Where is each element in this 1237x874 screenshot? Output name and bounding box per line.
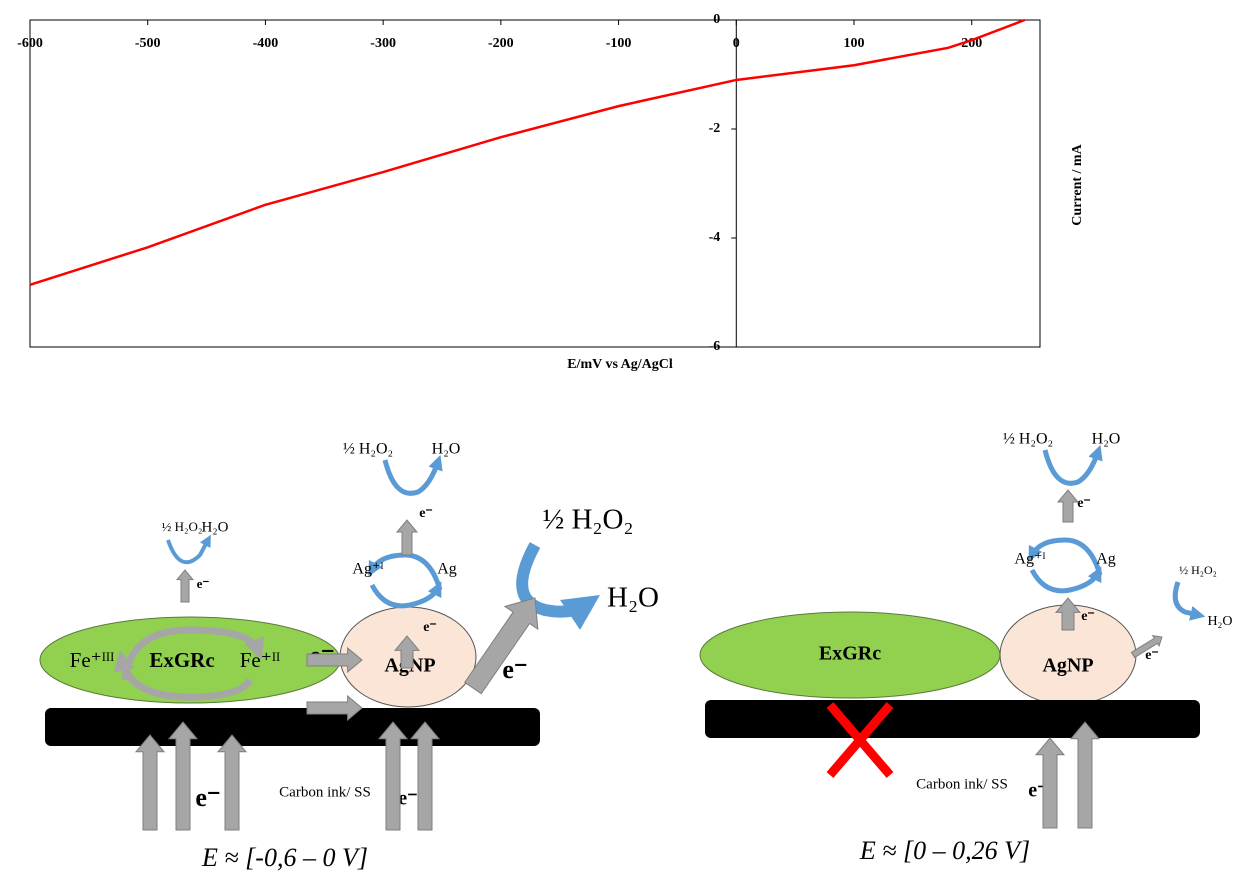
y-tick-label: -4 <box>709 230 721 245</box>
label: e⁻ <box>1077 496 1091 511</box>
label: Fe⁺ᴵᴵ <box>240 648 280 672</box>
x-tick-label: 200 <box>961 36 982 51</box>
cycle-arrow <box>1029 566 1102 594</box>
label: Ag <box>1096 551 1116 568</box>
label: e⁻ <box>1081 609 1095 624</box>
flow-arrow <box>409 721 441 831</box>
y-tick-label: -6 <box>709 339 721 354</box>
flow-arrow <box>1069 721 1101 829</box>
label: ½ H₂O₂ <box>1003 431 1053 448</box>
label: H₂O <box>1207 614 1232 629</box>
label: e⁻ <box>1145 648 1159 663</box>
flow-arrow <box>1034 737 1066 829</box>
flow-arrow <box>377 721 409 831</box>
flow-arrow <box>1130 635 1163 659</box>
reaction-arrow <box>1042 444 1103 486</box>
flow-arrow <box>134 734 166 831</box>
label: Fe⁺ᴵᴵᴵ <box>70 648 115 672</box>
label: H₂O <box>1092 431 1121 448</box>
caption: E ≈ [0 – 0,26 V] <box>859 836 1030 865</box>
flow-arrow <box>306 646 363 674</box>
flow-arrow <box>167 721 199 831</box>
label: Carbon ink/ SS <box>279 784 371 800</box>
x-tick-label: -500 <box>135 36 161 51</box>
y-tick-label: -2 <box>709 121 721 136</box>
label: e⁻ <box>419 506 433 521</box>
label: H₂O <box>607 582 659 614</box>
diagram-right: ½ H₂O₂ H₂O e⁻ Ag⁺ᴵ Ag e⁻ AgNP ExGRc ½ H₂… <box>699 431 1233 865</box>
electrode <box>705 700 1200 738</box>
reaction-arrow <box>166 534 211 565</box>
cycle-arrow <box>369 581 442 609</box>
plot-frame <box>29 19 1041 348</box>
label: H₂O <box>432 441 461 458</box>
label: e⁻ <box>502 655 527 684</box>
x-tick-label: 100 <box>844 36 865 51</box>
label: AgNP <box>1042 655 1093 677</box>
label: Ag⁺ᴵ <box>352 561 383 578</box>
reaction-arrow <box>516 542 600 630</box>
flow-arrow <box>395 519 419 556</box>
flow-arrow <box>216 734 248 831</box>
x-axis-title: E/mV vs Ag/AgCl <box>567 357 673 372</box>
flow-arrow <box>464 597 539 695</box>
chart: E/mV vs Ag/AgCl Current / mA -600 -500 -40… <box>17 12 1085 372</box>
label: Carbon ink/ SS <box>916 776 1008 792</box>
flow-arrow <box>1054 597 1082 631</box>
y-tick-label: 0 <box>713 12 720 27</box>
label: ExGRc <box>819 643 881 665</box>
label: H₂O <box>202 519 229 535</box>
flow-arrow <box>306 694 363 722</box>
diagram-left: ½ H₂O₂ H₂O e⁻ Fe⁺ᴵᴵᴵ ExGRc Fe⁺ᴵᴵ e⁻ AgNP… <box>39 441 659 872</box>
flow-arrow <box>175 569 195 603</box>
x-tick-label: -600 <box>17 36 43 51</box>
label: e⁻ <box>197 576 210 591</box>
x-tick-label: -400 <box>253 36 279 51</box>
label: Ag⁺ᴵ <box>1014 551 1045 568</box>
flow-arrow <box>1056 489 1080 523</box>
electrode <box>45 708 540 746</box>
y-axis-title: Current / mA <box>1070 143 1085 225</box>
cycle-arrow <box>113 649 254 701</box>
cycle-arrow <box>1028 537 1103 576</box>
x-tick-label: -300 <box>370 36 396 51</box>
label: e⁻ <box>398 788 417 810</box>
x-tick-label: 0 <box>733 36 740 51</box>
label: Ag <box>437 561 457 578</box>
label: ExGRc <box>149 648 214 672</box>
label: ½ H₂O₂ <box>1179 563 1217 577</box>
caption: E ≈ [-0,6 – 0 V] <box>201 843 368 872</box>
label: e⁻ <box>423 620 437 635</box>
x-tick-label: -200 <box>488 36 514 51</box>
label: ½ H₂O₂ <box>343 441 393 458</box>
data-line <box>29 18 1026 287</box>
label: ½ H₂O₂ <box>162 519 203 534</box>
label: e⁻ <box>195 783 220 812</box>
flow-arrow <box>393 635 421 669</box>
x-tick-label: -100 <box>606 36 632 51</box>
reaction-arrow <box>1172 581 1206 621</box>
label: ½ H₂O₂ <box>542 504 633 536</box>
reaction-arrow <box>382 454 443 496</box>
blocked-mark <box>826 702 894 778</box>
